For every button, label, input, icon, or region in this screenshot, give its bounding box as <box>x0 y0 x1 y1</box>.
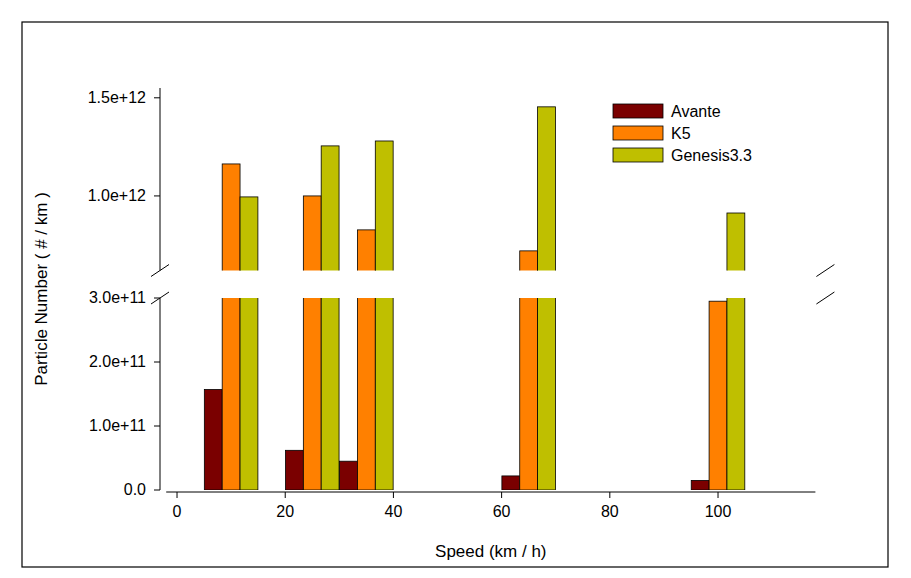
bar <box>303 298 321 490</box>
x-tick <box>718 492 719 498</box>
x-tick-label: 60 <box>493 503 511 520</box>
axis-break <box>816 265 834 277</box>
bar <box>375 298 393 490</box>
y-tick <box>154 426 160 427</box>
legend-swatch <box>613 126 663 140</box>
bar <box>727 213 745 270</box>
y-tick-label: 1.0e+11 <box>89 417 146 434</box>
bar <box>727 298 745 490</box>
axis-break <box>151 292 169 304</box>
bar <box>375 141 393 271</box>
x-tick-label: 0 <box>173 503 182 520</box>
bar <box>321 146 339 271</box>
x-tick-label: 20 <box>276 503 294 520</box>
bar <box>321 298 339 490</box>
y-tick <box>154 298 160 299</box>
legend-label: Avante <box>671 103 721 120</box>
y-tick <box>154 362 160 363</box>
x-tick <box>393 492 394 498</box>
bar <box>691 480 709 490</box>
y-tick-label: 1.0e+12 <box>88 187 146 204</box>
x-tick <box>177 492 178 498</box>
figure-frame <box>22 22 888 567</box>
bar <box>285 450 303 490</box>
x-tick-label: 80 <box>601 503 619 520</box>
x-tick <box>501 492 502 498</box>
legend-swatch <box>613 104 663 118</box>
bar <box>240 197 258 271</box>
bar <box>240 298 258 490</box>
y-tick-label: 2.0e+11 <box>89 353 146 370</box>
bar <box>538 298 556 490</box>
x-axis-title: Speed (km / h) <box>435 542 547 561</box>
legend-swatch <box>613 148 663 162</box>
chart: 0 20 40 60 80 100 0.0 1.0e+11 2.0e+11 3.0e+11 1.0e… <box>0 0 911 578</box>
bars-upper <box>222 107 745 271</box>
y-axis-title: Particle Number ( # / km ) <box>32 192 51 386</box>
legend-label: K5 <box>671 125 691 142</box>
bar <box>222 164 240 271</box>
bar <box>357 298 375 490</box>
y-tick-label: 3.0e+11 <box>89 289 146 306</box>
y-tick <box>154 97 160 98</box>
y-tick-label: 1.5e+12 <box>88 89 146 106</box>
legend-label: Genesis3.3 <box>671 147 752 164</box>
y-axis <box>160 88 161 271</box>
legend: Avante K5 Genesis3.3 <box>613 103 752 164</box>
bar <box>357 230 375 271</box>
bar <box>709 301 727 490</box>
y-tick <box>154 195 160 196</box>
bar <box>222 298 240 490</box>
bar <box>204 390 222 490</box>
bars-lower <box>204 298 744 490</box>
x-tick <box>609 492 610 498</box>
x-tick-label: 40 <box>385 503 403 520</box>
y-axis <box>160 298 161 490</box>
bar <box>303 196 321 271</box>
x-tick-label: 100 <box>705 503 732 520</box>
axis-break <box>816 292 834 304</box>
bar <box>340 461 358 490</box>
y-tick-label: 0.0 <box>124 481 146 498</box>
y-tick <box>154 490 160 491</box>
bar <box>502 476 520 490</box>
x-tick <box>285 492 286 498</box>
bar <box>520 251 538 271</box>
bar <box>520 298 538 490</box>
axis-break <box>151 265 169 277</box>
bar <box>538 107 556 271</box>
